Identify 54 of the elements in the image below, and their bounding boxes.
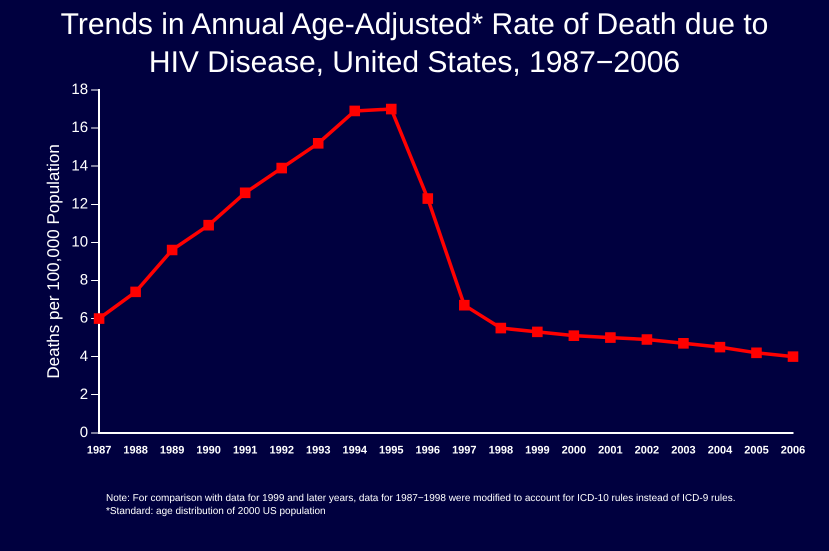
y-tick-label: 16 bbox=[71, 119, 88, 136]
point bbox=[459, 300, 470, 310]
y-tick-label: 10 bbox=[71, 233, 88, 250]
y-tick-label: 8 bbox=[80, 272, 88, 289]
x-tick-label: 1990 bbox=[196, 444, 221, 456]
x-tick-label: 1988 bbox=[123, 444, 148, 456]
x-tick-label: 1989 bbox=[160, 444, 184, 456]
x-tick-label: 1991 bbox=[232, 444, 258, 456]
chart-title: Trends in Annual Age-Adjusted* Rate of Death due to HIV Disease, United States, 1987−2006 bbox=[60, 7, 770, 81]
x-tick-label: 2003 bbox=[671, 444, 696, 456]
y-tick-label: 6 bbox=[80, 310, 88, 327]
point bbox=[678, 338, 689, 349]
point bbox=[94, 313, 104, 324]
point bbox=[422, 193, 434, 204]
point bbox=[349, 106, 360, 116]
y-tick-label: 2 bbox=[80, 386, 88, 403]
x-tick-label: 2006 bbox=[780, 444, 806, 456]
point bbox=[496, 322, 506, 334]
point bbox=[751, 348, 762, 358]
x-tick-label: 1993 bbox=[306, 444, 330, 456]
x-tick-label: 2004 bbox=[708, 444, 734, 456]
x-tick-label: 1998 bbox=[488, 444, 514, 456]
y-tick-label: 4 bbox=[80, 348, 88, 365]
point bbox=[642, 334, 652, 345]
x-tick-label: 1997 bbox=[452, 444, 477, 456]
x-tick-label: 1999 bbox=[525, 444, 550, 456]
point bbox=[532, 326, 543, 338]
point bbox=[312, 138, 324, 149]
x-tick-label: 2005 bbox=[744, 444, 769, 456]
text: *Standard: age distribution of 2000 US population bbox=[106, 505, 327, 518]
x-tick-label: 2000 bbox=[562, 444, 586, 456]
point bbox=[714, 342, 726, 352]
x-tick-label: 1987 bbox=[86, 444, 112, 456]
y-tick-label: 12 bbox=[71, 195, 88, 212]
x-tick-label: 1994 bbox=[342, 444, 368, 456]
x-tick-label: 1995 bbox=[379, 444, 404, 456]
point bbox=[166, 244, 178, 256]
point bbox=[240, 188, 250, 198]
text: Note: For comparison with data for 1999 and later years, data for 1987−1998 were modified to account for ICD-10 rules instead of ICD-9 rules. bbox=[106, 492, 736, 505]
y-tick-label: 18 bbox=[71, 81, 88, 98]
point bbox=[605, 332, 616, 343]
point bbox=[276, 162, 287, 174]
x-tick-label: 2001 bbox=[598, 444, 623, 456]
x-tick-label: 1992 bbox=[269, 444, 294, 456]
y-tick-label: 0 bbox=[80, 424, 88, 441]
point bbox=[203, 220, 214, 230]
x-tick-label: 1996 bbox=[416, 444, 440, 456]
point bbox=[788, 351, 798, 362]
y-tick-label: 14 bbox=[71, 157, 88, 174]
x-tick-label: 2002 bbox=[634, 444, 660, 456]
y-axis-title: Deaths per 100,000 Population bbox=[44, 144, 63, 379]
point bbox=[386, 104, 397, 114]
point bbox=[130, 286, 141, 298]
point bbox=[568, 330, 580, 341]
